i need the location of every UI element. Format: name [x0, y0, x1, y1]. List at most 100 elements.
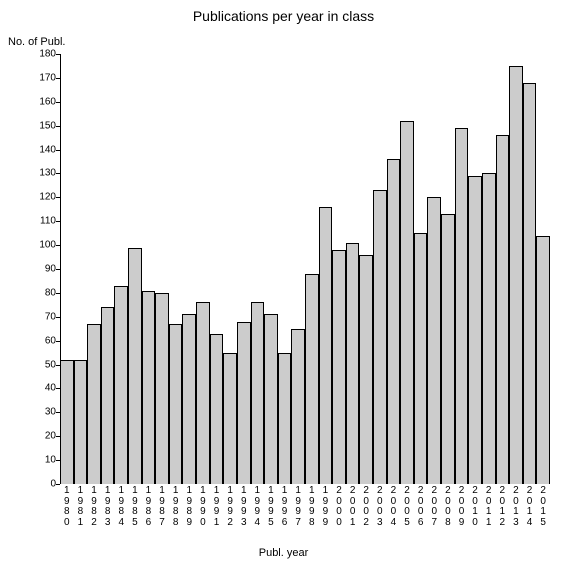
x-ticks: 1980198119821983198419851986198719881989… [60, 486, 550, 528]
bar [74, 360, 88, 484]
x-tick-label: 1984 [114, 486, 128, 528]
x-tick-label: 2002 [359, 486, 373, 528]
bar [155, 293, 169, 484]
y-tick-label: 170 [26, 72, 56, 83]
y-tick-mark [56, 412, 60, 413]
y-tick-label: 180 [26, 49, 56, 60]
bar [387, 159, 401, 484]
bar [468, 176, 482, 484]
bar [128, 248, 142, 485]
bar [142, 291, 156, 485]
x-tick-label: 1992 [223, 486, 237, 528]
y-tick-mark [56, 293, 60, 294]
y-tick-mark [56, 484, 60, 485]
bar [223, 353, 237, 484]
y-tick-mark [56, 317, 60, 318]
y-tick-label: 10 [26, 455, 56, 466]
x-tick-label: 2006 [414, 486, 428, 528]
y-axis-label: No. of Publ. [8, 36, 65, 48]
x-tick-label: 1985 [128, 486, 142, 528]
y-tick-label: 110 [26, 216, 56, 227]
y-tick-label: 20 [26, 431, 56, 442]
bar [414, 233, 428, 484]
x-tick-label: 2011 [482, 486, 496, 528]
y-tick-label: 90 [26, 264, 56, 275]
y-tick-label: 60 [26, 335, 56, 346]
y-tick-label: 130 [26, 168, 56, 179]
x-tick-label: 1980 [60, 486, 74, 528]
y-tick-label: 150 [26, 120, 56, 131]
bar [455, 128, 469, 484]
y-tick-label: 160 [26, 96, 56, 107]
x-tick-label: 2003 [373, 486, 387, 528]
y-tick-mark [56, 126, 60, 127]
y-tick-mark [56, 436, 60, 437]
bar [114, 286, 128, 484]
chart-title: Publications per year in class [0, 8, 567, 24]
x-tick-label: 1988 [169, 486, 183, 528]
bar [359, 255, 373, 484]
y-tick-label: 140 [26, 144, 56, 155]
y-tick-mark [56, 197, 60, 198]
y-tick-label: 0 [26, 479, 56, 490]
x-tick-label: 1982 [87, 486, 101, 528]
x-tick-label: 2004 [387, 486, 401, 528]
x-tick-label: 1990 [196, 486, 210, 528]
x-tick-label: 2015 [536, 486, 550, 528]
x-tick-label: 2013 [509, 486, 523, 528]
x-tick-label: 2009 [455, 486, 469, 528]
x-tick-label: 1997 [291, 486, 305, 528]
bar [441, 214, 455, 484]
bar [278, 353, 292, 484]
bar [169, 324, 183, 484]
x-tick-label: 2010 [468, 486, 482, 528]
y-tick-label: 120 [26, 192, 56, 203]
y-tick-label: 40 [26, 383, 56, 394]
x-tick-label: 1996 [278, 486, 292, 528]
x-axis-label: Publ. year [0, 547, 567, 559]
bar [210, 334, 224, 485]
bar [523, 83, 537, 484]
y-tick-mark [56, 341, 60, 342]
x-tick-label: 1995 [264, 486, 278, 528]
chart-container: Publications per year in class No. of Pu… [0, 0, 567, 567]
bar [346, 243, 360, 484]
bar [87, 324, 101, 484]
y-tick-mark [56, 460, 60, 461]
bar [305, 274, 319, 484]
x-tick-label: 1983 [101, 486, 115, 528]
bar [373, 190, 387, 484]
bar [264, 314, 278, 484]
y-tick-mark [56, 365, 60, 366]
bar [291, 329, 305, 484]
bar [400, 121, 414, 484]
y-tick-mark [56, 54, 60, 55]
bar [427, 197, 441, 484]
x-tick-label: 2000 [332, 486, 346, 528]
bar [482, 173, 496, 484]
bar [101, 307, 115, 484]
x-tick-label: 1981 [74, 486, 88, 528]
bar [60, 360, 74, 484]
bar [536, 236, 550, 484]
bar [182, 314, 196, 484]
bar [509, 66, 523, 484]
y-tick-mark [56, 102, 60, 103]
bar [251, 302, 265, 484]
y-tick-mark [56, 245, 60, 246]
x-tick-label: 1991 [210, 486, 224, 528]
y-tick-label: 50 [26, 359, 56, 370]
bar [332, 250, 346, 484]
bars-group [60, 54, 550, 484]
x-tick-label: 2008 [441, 486, 455, 528]
y-tick-mark [56, 78, 60, 79]
x-tick-label: 1986 [142, 486, 156, 528]
bar [319, 207, 333, 484]
plot-area: 0102030405060708090100110120130140150160… [60, 54, 550, 484]
bar [237, 322, 251, 484]
x-tick-label: 2012 [496, 486, 510, 528]
bar [496, 135, 510, 484]
y-tick-mark [56, 173, 60, 174]
bar [196, 302, 210, 484]
y-tick-label: 100 [26, 240, 56, 251]
